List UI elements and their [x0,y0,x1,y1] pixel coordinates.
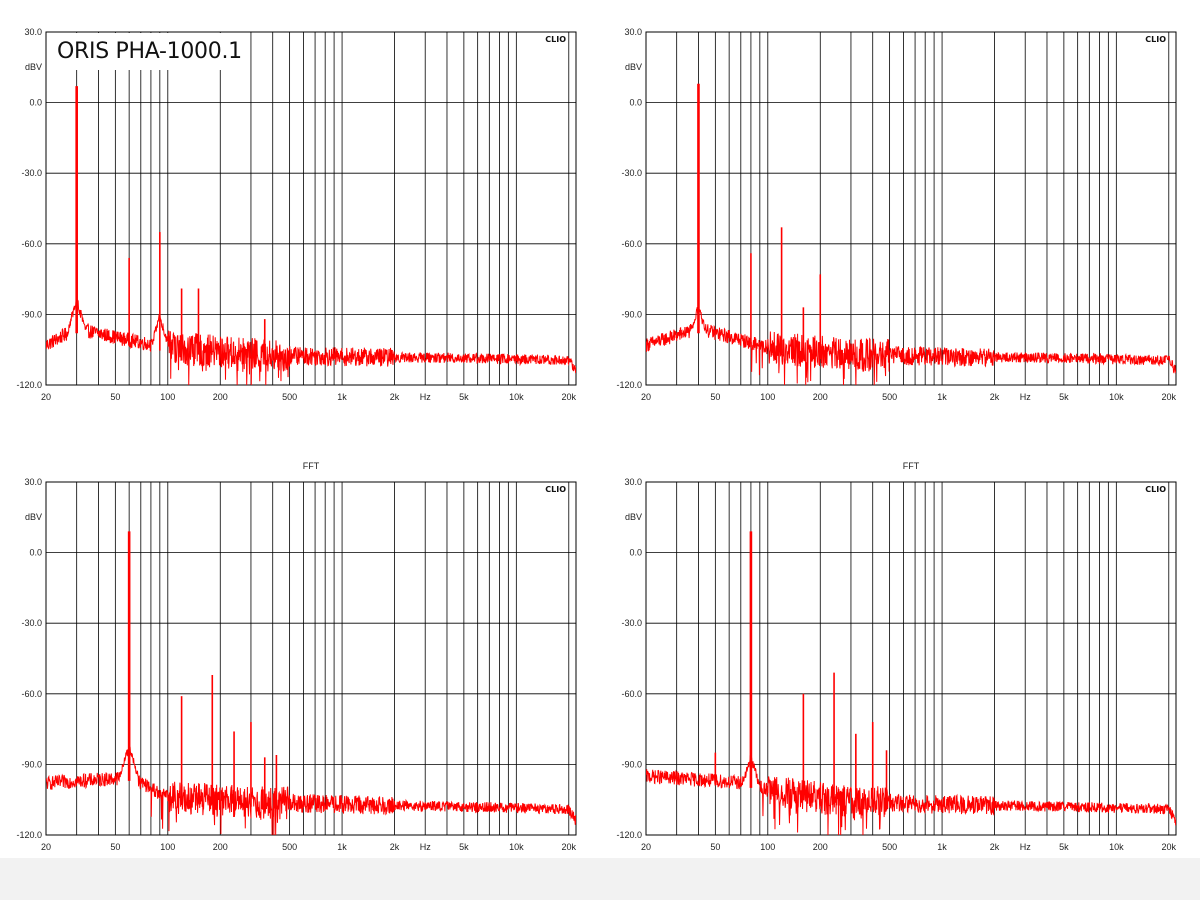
x-tick-label: 1k [337,392,347,402]
x-tick-label: 50 [110,392,120,402]
x-tick-label: 5k [1059,842,1069,852]
product-title-box: ORIS PHA-1000.1 [49,33,249,70]
y-tick-label: 30.0 [24,477,42,487]
x-tick-label: 2k [390,842,400,852]
clio-watermark: CLIO [545,485,566,494]
x-tick-label: 500 [282,392,297,402]
y-tick-label: -90.0 [621,309,642,319]
fft-chart-top-right: 30.0 0.0 -30.0 -60.0 -90.0 -120.0 dBV 20 50 100 20… [616,27,1177,402]
x-tick-label: 10k [1109,392,1124,402]
x-tick-label: 20k [562,392,577,402]
fft-chart-top-left: 30.0 0.0 -30.0 -60.0 -90.0 -120.0 dBV 20 50 100 20… [16,27,577,402]
noise-trace [46,743,576,835]
x-tick-label: 2k [990,842,1000,852]
y-tick-label: 30.0 [624,477,642,487]
grid-lines [646,482,1176,835]
chart-title: FFT [303,461,320,471]
x-tick-label: 10k [1109,842,1124,852]
x-tick-label: 20k [1162,392,1177,402]
x-tick-label: 5k [459,842,469,852]
clio-watermark: CLIO [1145,35,1166,44]
x-tick-label: 200 [813,842,828,852]
y-tick-label: -120.0 [616,830,642,840]
x-tick-label: 10k [509,842,524,852]
y-tick-label: -120.0 [16,830,42,840]
y-tick-label: 0.0 [29,548,42,558]
x-unit-label: Hz [420,392,431,402]
x-tick-label: 20 [641,842,651,852]
x-tick-label: 50 [110,842,120,852]
x-tick-label: 1k [337,842,347,852]
x-tick-label: 5k [459,392,469,402]
y-tick-label: -30.0 [621,618,642,628]
x-tick-label: 100 [160,392,175,402]
noise-trace [646,755,1176,835]
chart-title: FFT [903,461,920,471]
x-tick-label: 200 [813,392,828,402]
x-tick-label: 20k [1162,842,1177,852]
x-tick-label: 500 [882,392,897,402]
y-tick-label: -90.0 [621,759,642,769]
x-tick-label: 20 [41,842,51,852]
x-tick-label: 5k [1059,392,1069,402]
y-tick-label: 30.0 [24,27,42,37]
y-tick-label: 30.0 [624,27,642,37]
x-tick-label: 500 [882,842,897,852]
y-tick-label: -60.0 [621,689,642,699]
y-unit-label: dBV [625,512,642,522]
x-tick-label: 20 [41,392,51,402]
x-tick-label: 50 [710,842,720,852]
x-tick-label: 100 [760,842,775,852]
y-unit-label: dBV [25,62,42,72]
y-tick-label: -60.0 [21,689,42,699]
x-tick-label: 10k [509,392,524,402]
y-tick-label: 0.0 [629,548,642,558]
y-unit-label: dBV [25,512,42,522]
x-tick-label: 200 [213,392,228,402]
x-unit-label: Hz [1020,842,1031,852]
y-tick-label: -30.0 [21,618,42,628]
x-tick-label: 100 [160,842,175,852]
y-tick-label: -30.0 [621,168,642,178]
plot-frame [645,31,1177,386]
footer-band [0,858,1200,900]
y-unit-label: dBV [625,62,642,72]
plot-frame [45,481,577,836]
fft-chart-bottom-right: FFT 30.0 0.0 -30.0 -60.0 -90.0 -120.0 dBV 20 50 10… [616,461,1177,852]
x-tick-label: 500 [282,842,297,852]
y-tick-label: -30.0 [21,168,42,178]
x-unit-label: Hz [420,842,431,852]
x-tick-label: 1k [937,392,947,402]
y-tick-label: 0.0 [29,98,42,108]
y-tick-label: -120.0 [16,380,42,390]
x-unit-label: Hz [1020,392,1031,402]
x-tick-label: 1k [937,842,947,852]
noise-trace [646,305,1176,385]
product-title: ORIS PHA-1000.1 [57,39,242,64]
y-tick-label: -60.0 [621,239,642,249]
y-tick-label: -90.0 [21,759,42,769]
noise-trace [46,298,576,385]
x-tick-label: 200 [213,842,228,852]
y-tick-label: -60.0 [21,239,42,249]
x-tick-label: 2k [390,392,400,402]
plot-frame [45,31,577,386]
clio-watermark: CLIO [545,35,566,44]
fft-chart-bottom-left: FFT 30.0 0.0 -30.0 -60.0 -90.0 -120.0 dBV 20 50 10… [16,461,577,852]
x-tick-label: 20k [562,842,577,852]
clio-watermark: CLIO [1145,485,1166,494]
y-tick-label: -120.0 [616,380,642,390]
y-tick-label: 0.0 [629,98,642,108]
x-tick-label: 100 [760,392,775,402]
y-tick-label: -90.0 [21,309,42,319]
x-tick-label: 20 [641,392,651,402]
x-tick-label: 50 [710,392,720,402]
x-tick-label: 2k [990,392,1000,402]
